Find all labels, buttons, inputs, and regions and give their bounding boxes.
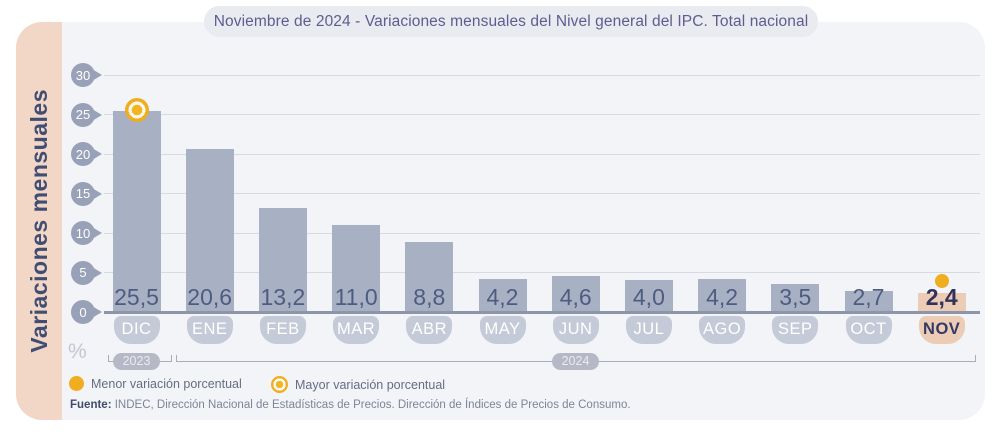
bar-value-jul: 4,0 (632, 284, 665, 310)
y-tick-label: 10 (71, 221, 95, 245)
y-tick-15: 15 (71, 181, 102, 206)
bar-jun (551, 276, 600, 312)
bar-nov (917, 293, 966, 312)
max-variation-marker-icon (124, 97, 149, 122)
month-label-may: MAY (479, 316, 526, 344)
ring-dot-icon (271, 376, 288, 393)
y-tick-30: 30 (71, 63, 102, 87)
year-pill-2024: 2024 (552, 353, 599, 370)
solid-dot-icon (69, 376, 84, 391)
month-label-mar: MAR (333, 316, 380, 344)
bar-oct (844, 291, 893, 312)
source-text: INDEC, Dirección Nacional de Estadística… (111, 399, 631, 411)
legend-label-mayor: Mayor variación porcentual (295, 377, 446, 392)
chart-panel: Variaciones mensuales (16, 22, 985, 420)
gridline-20 (104, 153, 980, 155)
y-tick-25: 25 (71, 102, 102, 127)
gridline-15 (104, 193, 980, 194)
y-tick-label: 5 (71, 260, 95, 285)
y-tick-20: 20 (71, 142, 102, 166)
bar-may (478, 279, 527, 312)
bar-value-feb: 13,2 (260, 284, 306, 310)
legend-label-menor: Menor variación porcentual (91, 376, 242, 391)
y-tick-pointer-icon (92, 266, 102, 279)
percent-symbol: % (68, 340, 87, 363)
month-label-dic: DIC (113, 316, 160, 344)
bar-value-ene: 20,6 (187, 284, 233, 310)
month-label-ene: ENE (186, 316, 233, 344)
bar-value-sep: 3,5 (779, 284, 812, 310)
chart-title: Noviembre de 2024 - Variaciones mensuale… (213, 12, 809, 30)
month-label-jun: JUN (552, 316, 599, 344)
y-tick-label: 20 (71, 142, 95, 166)
gridline-10 (104, 232, 980, 234)
bar-value-may: 4,2 (486, 284, 519, 310)
bar-value-nov: 2,4 (925, 284, 958, 310)
y-tick-10: 10 (71, 221, 102, 245)
month-label-ago: AGO (699, 316, 746, 344)
legend-item-mayor: Mayor variación porcentual (271, 376, 445, 393)
month-label-jul: JUL (625, 316, 672, 344)
min-variation-marker-icon (934, 274, 949, 289)
bar-value-mar: 11,0 (334, 284, 378, 310)
y-tick-label: 30 (71, 63, 95, 87)
bar-value-dic: 25,5 (114, 284, 159, 310)
y-tick-pointer-icon (92, 187, 102, 200)
bar-feb (258, 208, 307, 312)
y-tick-pointer-icon (92, 69, 102, 81)
month-label-nov: NOV (918, 316, 965, 344)
month-label-abr: ABR (406, 316, 453, 344)
y-tick-label: 0 (71, 300, 95, 324)
month-label-sep: SEP (772, 316, 819, 344)
bar-dic (112, 111, 161, 312)
bar-value-ago: 4,2 (706, 284, 739, 310)
bar-mar (332, 225, 381, 312)
bar-ene (185, 149, 234, 312)
source-prefix: Fuente: (70, 399, 112, 411)
y-tick-pointer-icon (92, 148, 102, 160)
month-label-feb: FEB (259, 316, 306, 344)
source-note: Fuente: INDEC, Dirección Nacional de Est… (70, 399, 631, 411)
y-tick-label: 25 (71, 102, 95, 127)
gridline-30 (104, 74, 980, 76)
gridline-25 (104, 114, 980, 115)
bar-value-abr: 8,8 (413, 284, 446, 310)
chart-title-pill: Noviembre de 2024 - Variaciones mensuale… (204, 6, 818, 37)
y-tick-pointer-icon (92, 108, 102, 121)
gridline-5 (104, 272, 980, 273)
bar-sep (771, 284, 820, 312)
y-tick-pointer-icon (92, 227, 102, 239)
bar-ago (698, 279, 747, 312)
y-axis-band: Variaciones mensuales (16, 22, 62, 420)
month-label-oct: OCT (845, 316, 892, 344)
y-tick-0: 0 (71, 300, 102, 324)
bar-jul (624, 280, 673, 312)
y-tick-pointer-icon (92, 306, 102, 318)
bar-value-jun: 4,6 (559, 284, 592, 310)
y-tick-5: 5 (71, 260, 102, 285)
bar-abr (405, 242, 454, 312)
x-axis-baseline (104, 311, 980, 314)
year-pill-2023: 2023 (113, 353, 160, 370)
bar-value-oct: 2,7 (852, 284, 885, 310)
legend-item-menor: Menor variación porcentual (69, 376, 242, 391)
y-tick-label: 15 (71, 181, 95, 206)
